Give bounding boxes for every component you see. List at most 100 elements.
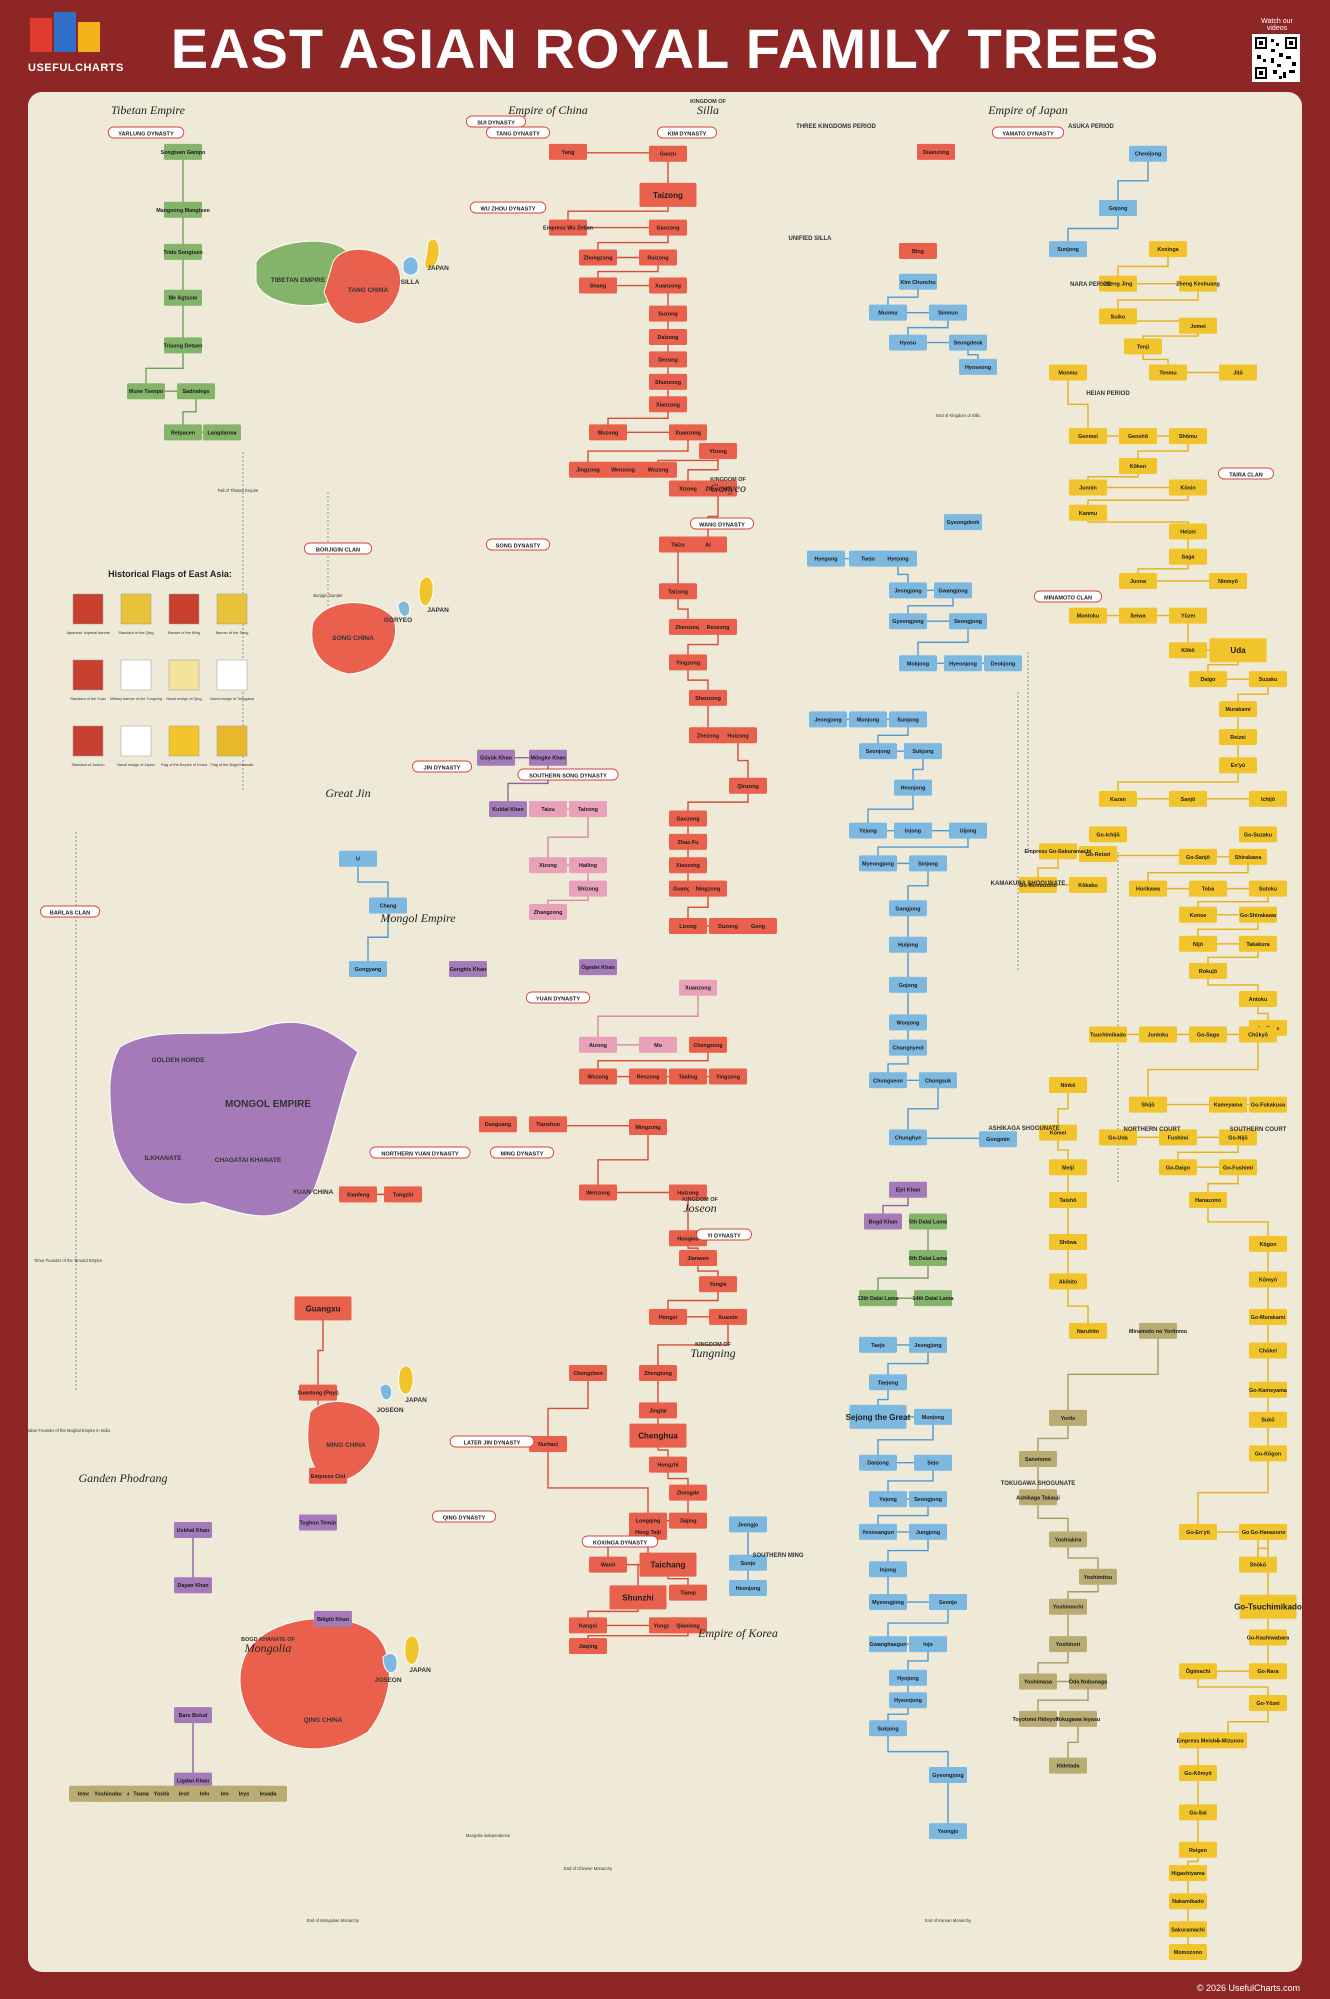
qr-code-icon[interactable] — [1252, 34, 1300, 82]
ruler-node: Hyejong — [879, 550, 917, 567]
ruler-name: Xianzong — [656, 402, 680, 408]
ruler-node: Chūkyō — [1239, 1026, 1277, 1043]
dynasty-label: YI DYNASTY — [707, 1233, 741, 1239]
ruler-name: Empress Cixi — [311, 1474, 346, 1480]
ruler-name: Nakamikado — [1172, 1899, 1204, 1905]
ruler-box — [864, 1213, 902, 1230]
ruler-box — [739, 918, 777, 935]
ruler-box — [859, 1336, 897, 1353]
qr-block[interactable]: Watch our videos — [1252, 18, 1302, 82]
ruler-box — [729, 777, 767, 794]
ruler-box — [859, 743, 897, 760]
flag-caption: Naval ensign of Qing — [166, 697, 201, 701]
family-tree-chart: Japanese Imperial banner Standard of the … — [28, 99, 1302, 1960]
ruler-name: Junna — [1130, 579, 1147, 585]
ruler-node: Gyeongjong — [929, 1767, 967, 1783]
map-label: GORYEO — [384, 617, 412, 624]
ruler-box — [669, 833, 707, 850]
ruler-box — [894, 779, 932, 796]
lineage-line — [1117, 249, 1169, 284]
ruler-node: Bars Bolud — [174, 1707, 212, 1724]
ruler-node: Kazan — [1099, 790, 1137, 807]
ruler-box — [689, 536, 727, 553]
ruler-name: Seongjong — [954, 619, 982, 625]
ruler-box — [529, 749, 567, 766]
ruler-name: Chūkyō — [1248, 1032, 1268, 1038]
ruler-node: Munjong — [914, 1408, 952, 1425]
ruler-node: Qinzong — [729, 777, 767, 794]
ruler-box — [1169, 428, 1207, 445]
ruler-name: Genshō — [1128, 434, 1149, 440]
ruler-box — [729, 1554, 767, 1571]
usefulcharts-logo[interactable]: USEFULCHARTS — [28, 12, 123, 80]
ruler-box — [569, 1364, 607, 1381]
note: Fall of Tibetan Empire — [218, 488, 259, 493]
ruler-box — [1039, 843, 1077, 860]
ruler-box — [164, 289, 202, 306]
ruler-box — [639, 1036, 677, 1053]
ruler-box — [649, 351, 687, 368]
ruler-node: Tianqi — [669, 1584, 707, 1601]
ruler-node: Rokujō — [1189, 962, 1227, 979]
ruler-name: Zhangzong — [534, 910, 563, 916]
ruler-node: Qianlong — [669, 1617, 707, 1634]
ruler-name: Zhao Fu — [678, 840, 699, 846]
ruler-box — [1099, 790, 1137, 807]
ruler-name: Heizei — [1180, 529, 1196, 535]
lineage-line — [907, 1080, 939, 1138]
ruler-box — [889, 1669, 927, 1686]
ruler-name: Jeongjo — [738, 1522, 759, 1528]
ruler-node: Heonjong — [894, 779, 932, 796]
ruler-name: Taizong — [668, 589, 688, 595]
ruler-name: Me Agtsom — [169, 296, 198, 302]
ruler-box — [1249, 1411, 1287, 1428]
ruler-node: Taiding — [669, 1068, 707, 1085]
ruler-name: Hyejong — [887, 557, 908, 563]
ruler-node: Kōmyō — [1249, 1271, 1287, 1288]
ruler-name: Mune Tsenpo — [129, 389, 164, 395]
lineage-line — [907, 1644, 929, 1678]
ruler-name: Gojong — [1109, 206, 1128, 212]
ruler-box — [649, 305, 687, 322]
ruler-name: Mokjong — [907, 661, 929, 667]
ruler-box — [914, 1454, 952, 1471]
map-label: MING CHINA — [326, 1442, 366, 1449]
ruler-name: Taizong — [653, 191, 683, 200]
ruler-box — [889, 1039, 927, 1056]
ruler-node: Hanazono — [1189, 1191, 1227, 1208]
lineage-line — [1067, 1718, 1079, 1766]
lineage-line — [887, 1047, 909, 1081]
ruler-name: Chengzong — [693, 1043, 722, 1049]
dynasty-label-pill — [489, 1146, 555, 1159]
ruler-box — [1129, 145, 1167, 162]
ruler-node: Gojong — [889, 976, 927, 993]
ruler-name: Kōnin — [1180, 486, 1195, 492]
ruler-box — [1249, 1308, 1287, 1325]
ruler-box — [549, 143, 587, 160]
ruler-node: Gangjong — [889, 900, 927, 917]
ruler-box — [1169, 548, 1207, 565]
lineage-line — [737, 735, 749, 786]
section-title: Empire of Korea — [697, 1626, 778, 1640]
ruler-node: Empress Go-Sakuramachi — [1024, 843, 1092, 860]
ruler-name: Go-Daigo — [1166, 1165, 1191, 1171]
ruler-box — [1209, 573, 1247, 590]
ruler-node: Kangxi — [569, 1617, 607, 1634]
ruler-box — [1099, 1129, 1137, 1146]
ruler-name: Kōgon — [1259, 1242, 1276, 1248]
ruler-name: Ienari — [221, 1792, 236, 1798]
note: Babur Founder of the Mughal Empire in In… — [28, 1428, 110, 1433]
ruler-box — [689, 1036, 727, 1053]
ruler-box — [639, 1402, 677, 1419]
ruler-node: Kōken — [1119, 458, 1157, 474]
ruler-node: Shizong — [569, 880, 607, 897]
ruler-node: Bing — [899, 242, 937, 259]
ruler-node: Duzong — [709, 918, 747, 935]
ruler-name: Reizei — [1230, 735, 1246, 741]
ruler-node: Antoku — [1239, 990, 1277, 1007]
ruler-node: Oda Nobunaga — [1069, 1673, 1108, 1690]
ruler-box — [164, 143, 202, 160]
dynasty-label: YUAN DYNASTY — [536, 996, 580, 1002]
ruler-box — [299, 1514, 337, 1531]
ruler-node: Konoe — [1179, 906, 1217, 923]
